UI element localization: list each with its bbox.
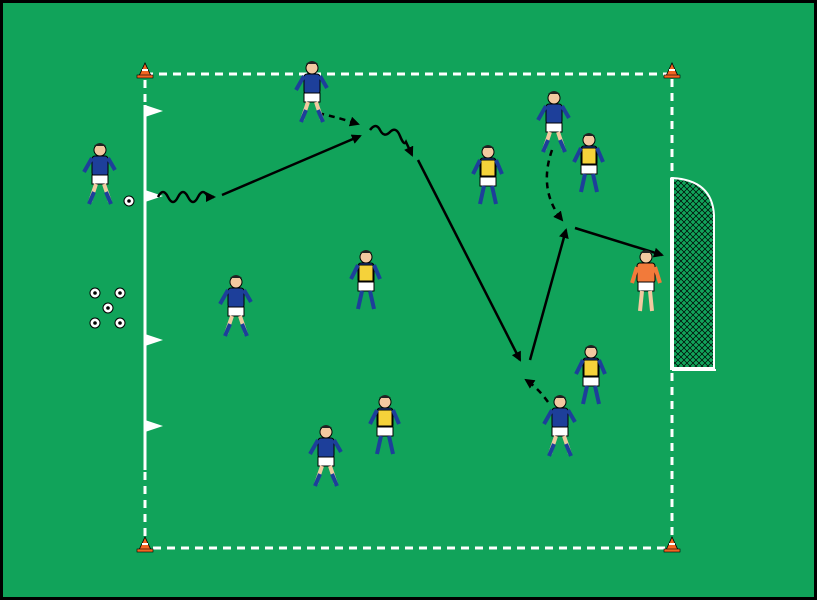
ball — [123, 195, 135, 207]
ball — [89, 317, 101, 329]
dribble-arrow — [369, 124, 414, 157]
pass-arrow — [416, 159, 522, 362]
movement-arrow — [524, 378, 550, 403]
ball — [114, 287, 126, 299]
goal — [670, 176, 716, 371]
ball — [114, 317, 126, 329]
ball — [102, 302, 114, 314]
movement-arrow — [545, 149, 564, 222]
pass-arrow — [528, 228, 569, 361]
run-arrow — [221, 134, 362, 197]
ball — [89, 287, 101, 299]
dribble-arrow — [156, 190, 216, 204]
